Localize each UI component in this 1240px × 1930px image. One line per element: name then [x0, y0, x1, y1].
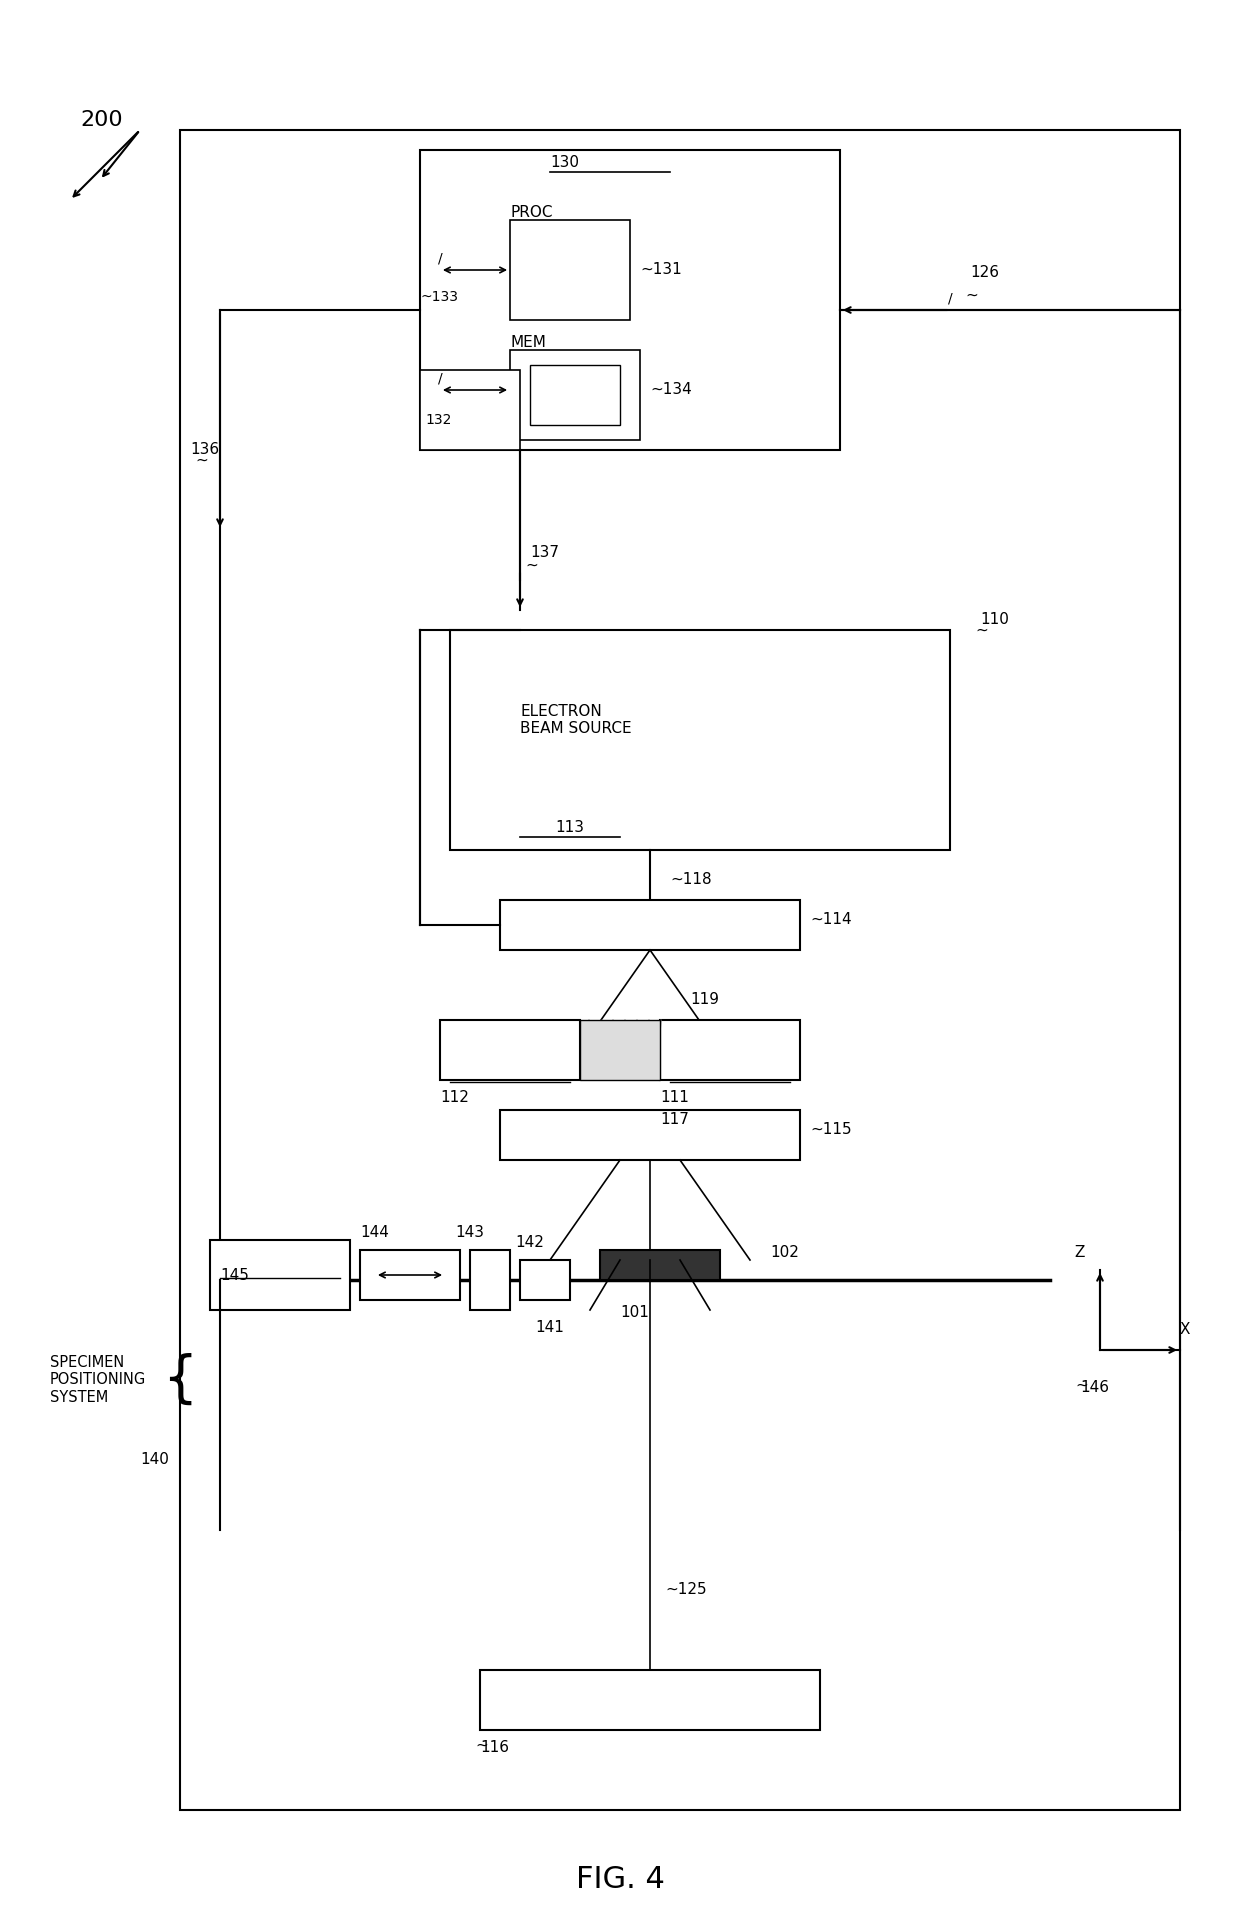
- Text: MEM: MEM: [510, 336, 546, 349]
- Text: ~131: ~131: [640, 262, 682, 278]
- FancyBboxPatch shape: [480, 1669, 820, 1729]
- Text: 132: 132: [425, 413, 451, 427]
- FancyBboxPatch shape: [180, 129, 1180, 1810]
- Text: {: {: [162, 1353, 197, 1407]
- FancyBboxPatch shape: [360, 1251, 460, 1301]
- Text: 113: 113: [556, 820, 584, 836]
- Text: ~115: ~115: [810, 1123, 852, 1137]
- Text: 101: 101: [620, 1305, 649, 1320]
- Text: 126: 126: [970, 264, 999, 280]
- FancyBboxPatch shape: [510, 220, 630, 320]
- Text: 137: 137: [529, 544, 559, 560]
- FancyBboxPatch shape: [500, 1110, 800, 1160]
- Text: 144: 144: [360, 1226, 389, 1239]
- Text: 140: 140: [140, 1453, 169, 1467]
- Text: ~118: ~118: [670, 872, 712, 888]
- Text: FIG. 4: FIG. 4: [575, 1866, 665, 1895]
- Text: ~: ~: [475, 1737, 487, 1752]
- Text: 145: 145: [219, 1268, 249, 1283]
- Text: 200: 200: [81, 110, 123, 129]
- FancyBboxPatch shape: [470, 1251, 510, 1310]
- Text: ~: ~: [195, 452, 208, 467]
- Text: 130: 130: [551, 154, 579, 170]
- Text: SPECIMEN
POSITIONING
SYSTEM: SPECIMEN POSITIONING SYSTEM: [50, 1355, 146, 1405]
- Text: 102: 102: [770, 1245, 799, 1260]
- FancyBboxPatch shape: [600, 1251, 720, 1280]
- FancyBboxPatch shape: [580, 1019, 660, 1081]
- Text: 142: 142: [516, 1235, 544, 1251]
- Text: ~: ~: [975, 623, 988, 637]
- Text: 110: 110: [980, 612, 1009, 627]
- Text: /: /: [438, 251, 443, 264]
- Text: /: /: [438, 371, 443, 384]
- Text: 112: 112: [440, 1090, 469, 1106]
- FancyBboxPatch shape: [450, 629, 950, 849]
- Text: ~133: ~133: [420, 290, 458, 305]
- Text: 136: 136: [190, 442, 219, 457]
- Text: 116: 116: [480, 1741, 508, 1754]
- Text: 146: 146: [1080, 1380, 1109, 1395]
- FancyBboxPatch shape: [420, 151, 839, 450]
- Text: PROC: PROC: [510, 205, 553, 220]
- Text: ~125: ~125: [665, 1583, 707, 1598]
- FancyBboxPatch shape: [529, 365, 620, 425]
- Text: 117: 117: [660, 1112, 689, 1127]
- Text: ~114: ~114: [810, 913, 852, 928]
- Text: ~: ~: [525, 558, 538, 573]
- Text: 143: 143: [455, 1226, 485, 1239]
- FancyBboxPatch shape: [500, 899, 800, 950]
- Text: ELECTRON
BEAM SOURCE: ELECTRON BEAM SOURCE: [520, 704, 631, 735]
- Text: ~134: ~134: [650, 382, 692, 398]
- Text: /: /: [947, 291, 952, 305]
- FancyBboxPatch shape: [510, 349, 640, 440]
- Text: 141: 141: [536, 1320, 564, 1336]
- FancyBboxPatch shape: [440, 1019, 580, 1081]
- Text: 119: 119: [689, 992, 719, 1007]
- Text: 111: 111: [660, 1090, 689, 1106]
- Text: ~: ~: [1075, 1378, 1087, 1393]
- FancyBboxPatch shape: [660, 1019, 800, 1081]
- FancyBboxPatch shape: [420, 371, 520, 450]
- Text: Z: Z: [1075, 1245, 1085, 1260]
- Text: X: X: [1180, 1322, 1190, 1337]
- Text: ~: ~: [965, 288, 978, 303]
- FancyBboxPatch shape: [379, 610, 1040, 1229]
- FancyBboxPatch shape: [210, 1239, 350, 1310]
- FancyBboxPatch shape: [520, 1260, 570, 1301]
